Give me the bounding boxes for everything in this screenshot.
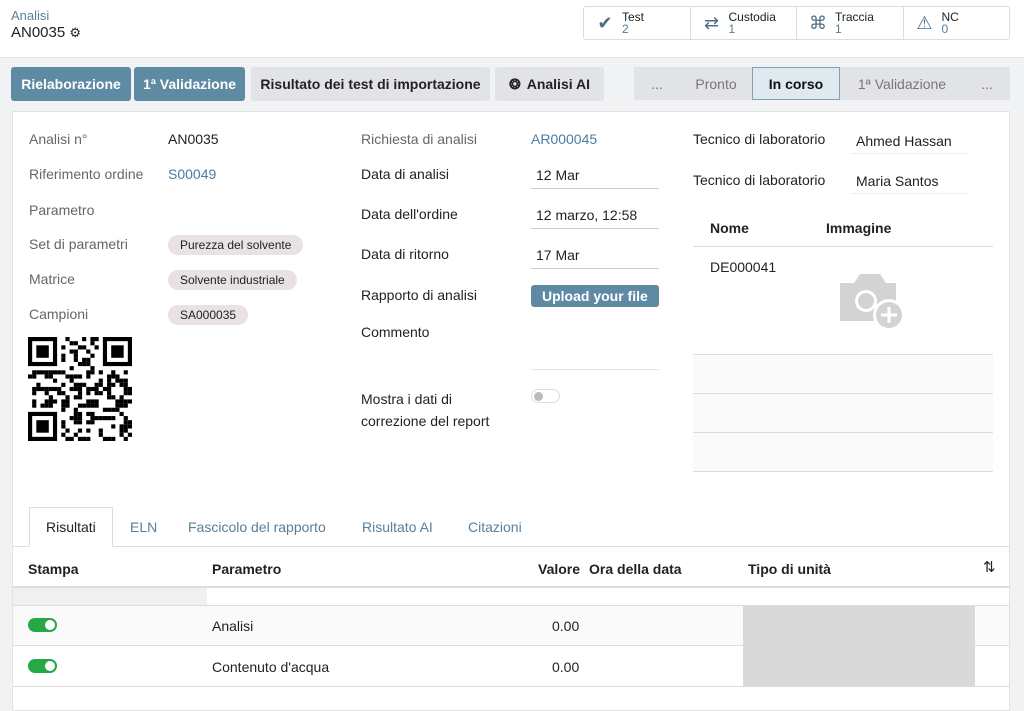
breadcrumb-link[interactable]: Analisi: [11, 8, 50, 23]
ai-analysis-button[interactable]: ❂ Analisi AI: [495, 67, 604, 101]
col-parametro[interactable]: Parametro: [212, 561, 282, 577]
return-date-label: Data di ritorno: [361, 246, 449, 262]
sitemap-icon: ⌘: [809, 12, 827, 33]
parameter-label: Parametro: [29, 202, 95, 218]
print-toggle[interactable]: [28, 618, 57, 632]
document-row-empty: [693, 394, 993, 433]
ai-icon: ❂: [508, 75, 521, 92]
header-divider: [13, 586, 1009, 588]
analysis-no-value: AN0035: [168, 131, 219, 147]
tab-eln[interactable]: ELN: [130, 519, 158, 535]
col-stampa[interactable]: Stampa: [28, 561, 79, 577]
col-header-image: Immagine: [826, 220, 892, 236]
stat-count: 0: [941, 22, 949, 36]
comment-label: Commento: [361, 324, 430, 340]
tab-risultato-ai[interactable]: Risultato AI: [362, 519, 433, 535]
tab-citazioni[interactable]: Citazioni: [468, 519, 522, 535]
tech-field-2[interactable]: Maria Santos: [850, 167, 968, 194]
status-step-pronto[interactable]: Pronto: [695, 75, 737, 92]
stat-count: 1: [835, 22, 842, 36]
return-date-field[interactable]: 17 Mar: [531, 243, 659, 269]
row-parameter: Contenuto d'acqua: [212, 659, 330, 675]
order-date-field[interactable]: 12 marzo, 12:58: [531, 203, 659, 229]
status-step-more-end[interactable]: ...: [981, 75, 993, 92]
document-row-empty: [693, 355, 993, 394]
order-ref-link[interactable]: S00049: [168, 166, 217, 182]
tab-risultati[interactable]: Risultati: [29, 507, 113, 547]
col-ora[interactable]: Ora della data: [589, 561, 682, 577]
check-icon: ✔: [597, 12, 613, 33]
unit-type-cells: [743, 606, 975, 687]
print-toggle[interactable]: [28, 659, 57, 673]
status-step-more[interactable]: ...: [651, 75, 663, 92]
col-valore[interactable]: Valore: [538, 561, 581, 577]
toggle-knob: [534, 392, 543, 401]
report-label: Rapporto di analisi: [361, 287, 477, 303]
stat-label: Custodia: [728, 10, 776, 24]
stat-nc[interactable]: ⚠ NC 0: [904, 7, 1010, 39]
upload-button[interactable]: Upload your file: [531, 285, 659, 307]
request-label: Richiesta di analisi: [361, 131, 477, 147]
document-row-empty: [693, 433, 993, 472]
param-set-tag[interactable]: Purezza del solvente: [168, 235, 304, 255]
status-step-in-corso[interactable]: In corso: [752, 67, 840, 100]
matrix-tag[interactable]: Solvente industriale: [168, 270, 297, 290]
documents-header: Nome Immagine: [693, 210, 993, 247]
row-value[interactable]: 0.00: [552, 618, 580, 634]
stat-label: NC: [941, 10, 959, 24]
notebook-tabs: Risultati ELN Fascicolo del rapporto Ris…: [13, 507, 1009, 547]
add-photo-icon[interactable]: [836, 269, 910, 333]
group-row: [13, 588, 207, 605]
qr-code: [28, 337, 132, 441]
stat-custodia[interactable]: ⇄ Custodia 1: [691, 7, 797, 39]
show-correction-label: Mostra i dati di correzione del report: [361, 388, 489, 432]
status-bar: ... Pronto In corso 1ª Validazione ...: [634, 67, 1010, 100]
record-title: AN0035 ⚙: [11, 24, 81, 41]
col-tipo-unita[interactable]: Tipo di unità: [748, 561, 831, 577]
stat-label: Test: [622, 10, 645, 24]
smart-buttons: ✔ Test 2 ⇄ Custodia 1 ⌘ Traccia 1 ⚠ NC 0: [583, 6, 1010, 40]
ai-label: Analisi AI: [526, 76, 590, 92]
stat-count: 1: [728, 22, 736, 36]
analysis-date-label: Data di analisi: [361, 166, 449, 182]
column-settings-icon[interactable]: ⇅: [983, 559, 996, 576]
order-date-label: Data dell'ordine: [361, 206, 458, 222]
sample-tag[interactable]: SA000035: [168, 305, 249, 325]
stat-traccia[interactable]: ⌘ Traccia 1: [797, 7, 904, 39]
stat-test[interactable]: ✔ Test 2: [584, 7, 691, 39]
analysis-no-label: Analisi n°: [29, 131, 88, 147]
samples-label: Campioni: [29, 306, 89, 322]
analysis-date-field[interactable]: 12 Mar: [531, 163, 659, 189]
show-correction-toggle[interactable]: [531, 389, 560, 403]
record-name: AN0035: [11, 24, 66, 41]
comment-field[interactable]: [531, 322, 659, 370]
row-parameter: Analisi: [212, 618, 254, 634]
row-value[interactable]: 0.00: [552, 659, 580, 675]
col-header-name: Nome: [710, 220, 749, 236]
gear-icon[interactable]: ⚙: [69, 25, 82, 40]
stat-count: 2: [622, 22, 629, 36]
tech-field-1[interactable]: Ahmed Hassan: [850, 127, 968, 154]
warning-icon: ⚠: [916, 12, 933, 33]
label-line: Mostra i dati di: [361, 391, 453, 407]
documents-table: Nome Immagine DE000041: [693, 210, 993, 472]
import-results-button[interactable]: Risultato dei test di importazione: [251, 67, 490, 101]
label-line: correzione del report: [361, 413, 490, 429]
exchange-icon: ⇄: [703, 12, 720, 33]
param-set-label: Set di parametri: [29, 236, 128, 252]
validation-button[interactable]: 1ª Validazione: [134, 67, 245, 101]
rework-button[interactable]: Rielaborazione: [11, 67, 131, 101]
tab-fascicolo[interactable]: Fascicolo del rapporto: [188, 519, 326, 535]
stat-label: Traccia: [835, 10, 874, 24]
tech-label-2: Tecnico di laboratorio: [693, 172, 826, 188]
document-row[interactable]: DE000041: [693, 247, 993, 355]
top-header: Analisi AN0035 ⚙ ✔ Test 2 ⇄ Custodia 1 ⌘ Trac…: [0, 0, 1024, 58]
request-link[interactable]: AR000045: [531, 131, 598, 147]
tech-label-1: Tecnico di laboratorio: [693, 131, 826, 147]
order-ref-label: Riferimento ordine: [29, 166, 144, 182]
status-step-validazione[interactable]: 1ª Validazione: [857, 75, 947, 92]
matrix-label: Matrice: [29, 271, 75, 287]
document-name: DE000041: [710, 259, 777, 275]
